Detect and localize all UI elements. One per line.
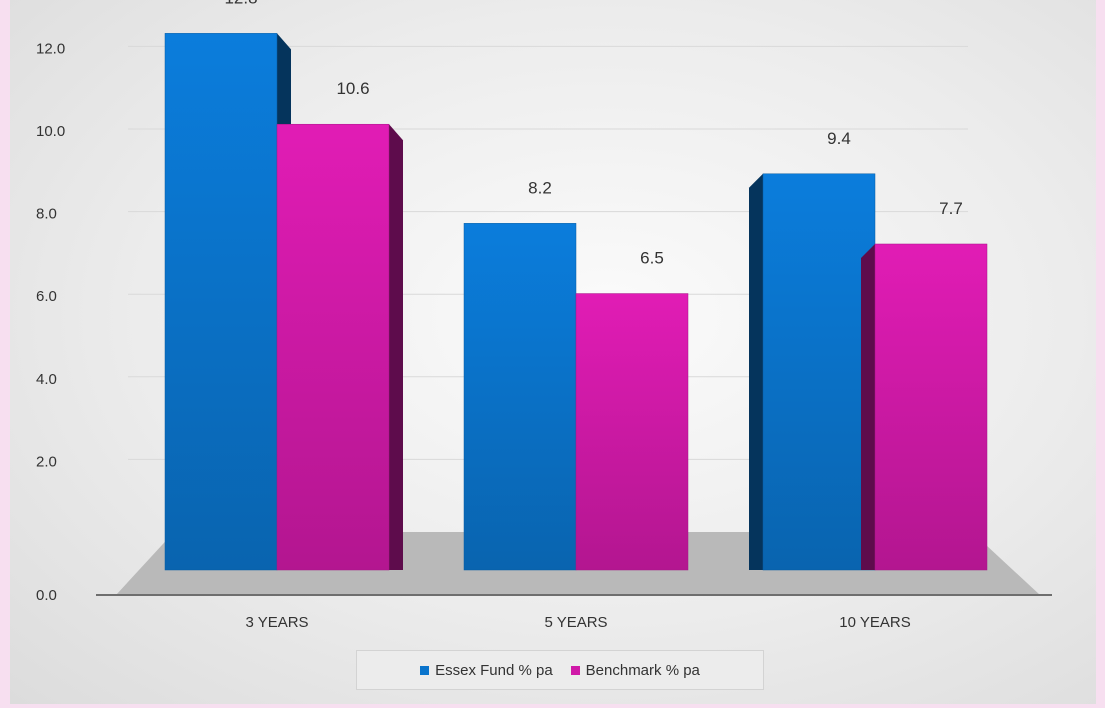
x-tick-label: 3 YEARS	[245, 614, 308, 631]
bar-benchmark	[575, 293, 689, 571]
legend-label-benchmark: Benchmark % pa	[585, 661, 700, 679]
bar-benchmark	[874, 243, 988, 571]
x-tick-label: 10 YEARS	[839, 614, 910, 631]
data-label: 12.8	[224, 0, 257, 7]
data-label: 9.4	[827, 129, 851, 148]
y-tick-label: 2.0	[36, 453, 57, 470]
y-tick-label: 12.0	[36, 40, 65, 57]
bar-benchmark	[276, 123, 390, 571]
y-tick-label: 8.0	[36, 206, 57, 223]
y-tick-label: 0.0	[36, 587, 57, 604]
chart-area: 0.0 2.0 4.0 6.0 8.0 10.0 12.0 12.8 10.6 3 YEARS 8.…	[10, 0, 1096, 704]
bar-side-benchmark	[389, 124, 403, 570]
data-label: 7.7	[939, 199, 963, 218]
x-tick-label: 5 YEARS	[544, 614, 607, 631]
data-label: 8.2	[528, 178, 552, 197]
legend-label-fund: Essex Fund % pa	[435, 661, 553, 679]
legend: Essex Fund % pa Benchmark % pa	[356, 650, 764, 690]
y-tick-label: 10.0	[36, 123, 65, 140]
legend-swatch-fund-icon	[420, 665, 430, 675]
bar-side-fund	[749, 173, 763, 570]
legend-item-benchmark: Benchmark % pa	[570, 661, 700, 679]
legend-item-fund: Essex Fund % pa	[420, 662, 553, 679]
bar-fund	[164, 33, 278, 571]
bar-fund	[762, 173, 876, 571]
bar-chart: 0.0 2.0 4.0 6.0 8.0 10.0 12.0 12.8 10.6 3 YEARS 8.…	[36, 0, 1052, 631]
data-label: 6.5	[640, 249, 664, 268]
legend-swatch-benchmark-icon	[570, 665, 580, 675]
y-tick-label: 6.0	[36, 288, 57, 305]
bar-side-benchmark	[861, 243, 875, 571]
bar-fund	[463, 223, 577, 571]
data-label: 10.6	[336, 79, 369, 98]
y-tick-label: 4.0	[36, 371, 57, 388]
